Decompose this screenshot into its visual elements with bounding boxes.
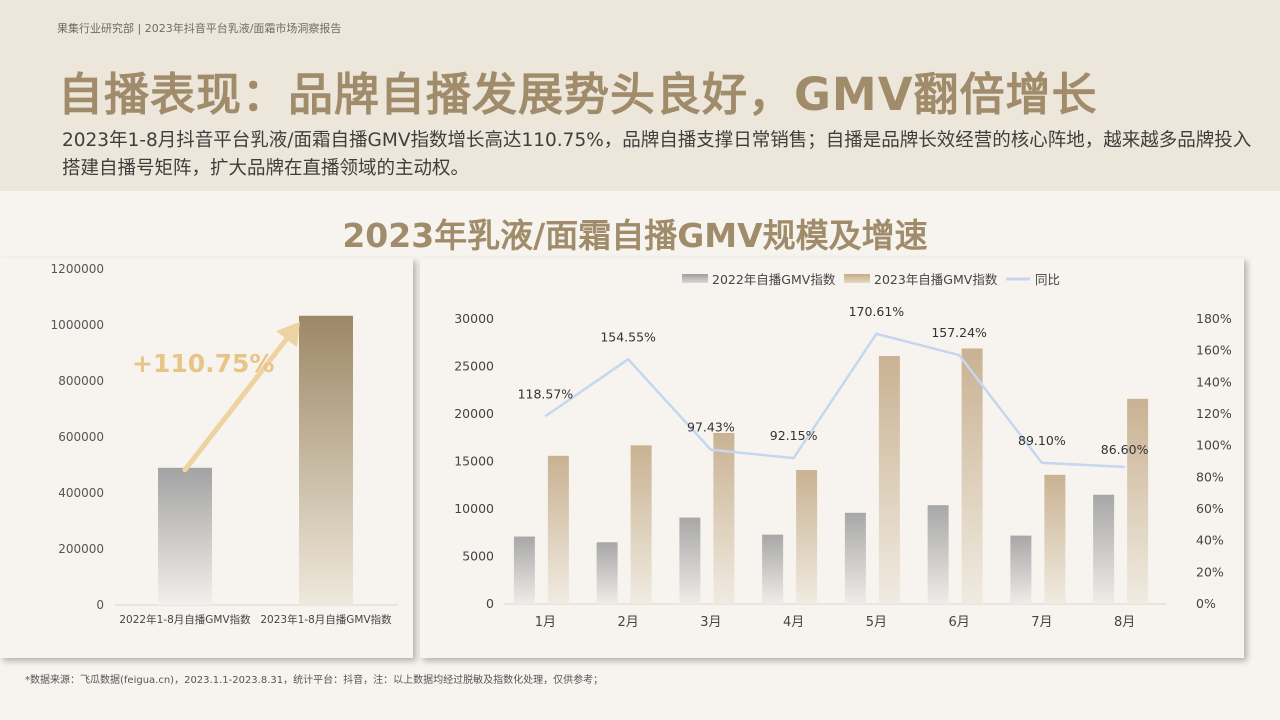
y2-tick-label: 180% <box>1196 311 1232 326</box>
y2-tick-label: 160% <box>1196 343 1232 358</box>
y-tick-label: 200000 <box>58 542 104 556</box>
bar-2023-5 <box>878 356 900 604</box>
x-tick-label: 2022年1-8月自播GMV指数 <box>119 613 251 626</box>
bar-2023-8 <box>1127 398 1149 604</box>
page-description: 2023年1-8月抖音平台乳液/面霜自播GMV指数增长高达110.75%，品牌自… <box>62 130 1252 179</box>
yoy-data-label: 154.55% <box>600 329 656 344</box>
y2-tick-label: 140% <box>1196 374 1232 389</box>
y-tick-label: 0 <box>486 596 494 611</box>
x-tick-label: 8月 <box>1114 615 1135 630</box>
yoy-data-label: 92.15% <box>770 428 818 443</box>
y2-tick-label: 120% <box>1196 406 1232 421</box>
growth-arrow-head <box>276 321 300 348</box>
bar-2022-4 <box>762 534 784 604</box>
y-tick-label: 25000 <box>454 359 494 374</box>
total-gmv-chart-panel: 0 200000 400000 600000 800000 1000000 1200000 2… <box>0 258 413 658</box>
y-tick-label: 20000 <box>454 406 494 421</box>
total-gmv-chart: 0 200000 400000 600000 800000 1000000 1200000 2… <box>51 262 398 626</box>
legend-label-yoy: 同比 <box>1035 272 1060 287</box>
x-tick-label: 7月 <box>1031 615 1052 630</box>
bar-2022-2 <box>596 542 618 604</box>
y-tick-label: 15000 <box>454 454 494 469</box>
bar-2022-8 <box>1093 494 1115 604</box>
chart-section-title: 2023年乳液/面霜自播GMV规模及增速 <box>342 216 928 255</box>
growth-arrow-line <box>182 336 290 473</box>
y-tick-label: 800000 <box>58 374 104 388</box>
report-tag: 果集行业研究部 | 2023年抖音平台乳液/面霜市场洞察报告 <box>57 22 342 35</box>
y-tick-label: 10000 <box>454 501 494 516</box>
x-tick-label: 6月 <box>948 615 969 630</box>
yoy-data-label: 89.10% <box>1018 433 1066 448</box>
legend-label-2023: 2023年自播GMV指数 <box>874 272 998 287</box>
legend-label-2022: 2022年自播GMV指数 <box>712 272 836 287</box>
y-tick-label: 1200000 <box>51 262 104 276</box>
y2-tick-label: 40% <box>1196 533 1224 548</box>
x-tick-label: 2月 <box>617 615 638 630</box>
y2-tick-label: 100% <box>1196 438 1232 453</box>
yoy-data-label: 97.43% <box>687 420 735 435</box>
monthly-gmv-chart-panel: 2022年自播GMV指数 2023年自播GMV指数 同比 0 5000 10000 1500… <box>420 258 1244 658</box>
bar-2023-2 <box>630 445 652 604</box>
y-tick-label: 0 <box>96 598 104 612</box>
y2-tick-label: 0% <box>1196 596 1216 611</box>
x-tick-label: 1月 <box>535 615 556 630</box>
y2-tick-label: 60% <box>1196 501 1224 516</box>
y-tick-label: 600000 <box>58 430 104 444</box>
bar-2 <box>299 315 353 605</box>
monthly-gmv-chart: 2022年自播GMV指数 2023年自播GMV指数 同比 0 5000 10000 1500… <box>454 272 1232 630</box>
bar-2022-1 <box>513 536 535 604</box>
data-source-footnote: *数据来源：飞瓜数据(feigua.cn)，2023.1.1-2023.8.31… <box>25 675 604 686</box>
bar-2023-1 <box>547 455 569 604</box>
x-tick-label: 2023年1-8月自播GMV指数 <box>260 613 392 626</box>
bar-2022-5 <box>844 512 866 604</box>
x-tick-label: 3月 <box>700 615 721 630</box>
bar-2022-3 <box>679 517 701 604</box>
legend-swatch-2022 <box>682 274 708 283</box>
bar-2023-7 <box>1044 474 1066 604</box>
page-title: 自播表现：品牌自播发展势头良好，GMV翻倍增长 <box>58 68 1098 121</box>
y-tick-label: 400000 <box>58 486 104 500</box>
yoy-line <box>544 332 1125 469</box>
y-tick-label: 1000000 <box>51 318 104 332</box>
bar-2023-3 <box>713 433 735 604</box>
yoy-data-label: 157.24% <box>931 325 987 340</box>
header-band <box>0 0 1280 191</box>
bar-2022-6 <box>927 505 949 604</box>
x-tick-label: 5月 <box>866 615 887 630</box>
yoy-data-label: 170.61% <box>849 304 905 319</box>
bar-2023-6 <box>961 348 983 604</box>
y-tick-label: 30000 <box>454 311 494 326</box>
bar-1 <box>158 467 212 605</box>
growth-annotation: +110.75% <box>132 349 274 378</box>
y2-tick-label: 80% <box>1196 469 1224 484</box>
legend-swatch-2023 <box>844 274 870 283</box>
bar-2022-7 <box>1010 535 1032 604</box>
y-tick-label: 5000 <box>462 549 494 564</box>
yoy-data-label: 86.60% <box>1101 442 1149 457</box>
x-tick-label: 4月 <box>783 615 804 630</box>
bar-2023-4 <box>796 470 818 604</box>
yoy-data-label: 118.57% <box>518 386 574 401</box>
y2-tick-label: 20% <box>1196 564 1224 579</box>
